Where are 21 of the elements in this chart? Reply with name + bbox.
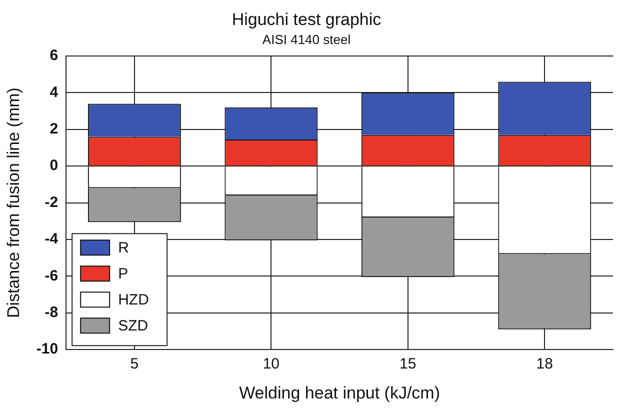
y-tick-label: -2 <box>44 194 58 211</box>
legend-label: R <box>118 240 130 257</box>
x-tick-label: 10 <box>262 356 280 373</box>
y-tick-label: -8 <box>44 304 58 322</box>
chart-subtitle: AISI 4140 steel <box>262 32 351 47</box>
y-tick-label: -10 <box>36 340 58 358</box>
chart-title: Higuchi test graphic <box>232 10 382 29</box>
y-tick-label: 6 <box>50 47 58 64</box>
y-axis-title: Distance from fusion line (mm) <box>4 88 23 318</box>
y-tick-label: 2 <box>50 120 58 138</box>
x-tick-label: 18 <box>536 356 553 373</box>
x-axis-title: Welding heat input (kJ/cm) <box>239 383 440 402</box>
x-tick-label: 5 <box>130 356 139 373</box>
x-tick-label: 15 <box>400 356 416 373</box>
y-tick-label: -4 <box>44 230 59 248</box>
legend-label: P <box>118 266 128 283</box>
legend-label: SZD <box>118 318 148 335</box>
legend-label: HZD <box>118 292 150 309</box>
y-tick-label: 0 <box>50 157 58 174</box>
y-tick-label: 4 <box>50 84 59 101</box>
y-tick-label: -6 <box>44 267 58 284</box>
